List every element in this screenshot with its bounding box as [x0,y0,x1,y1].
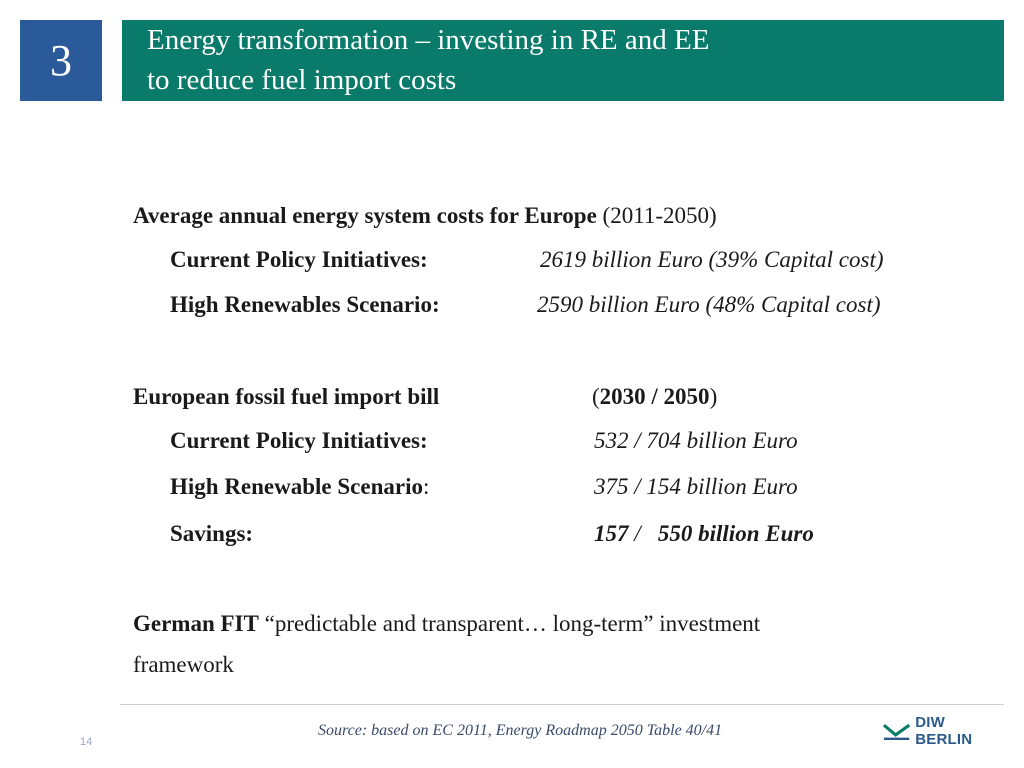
footer-divider [120,704,1004,705]
imports-hrs-label-row: High Renewable Scenario: [170,475,429,498]
savings-2050: 550 billion Euro [657,521,814,546]
savings-separator: / [634,521,641,546]
imports-hrs-label: High Renewable Scenario [170,474,423,499]
costs-period: (2011-2050) [602,203,717,228]
imports-hrs-value: 375 / 154 billion Euro [594,474,798,499]
costs-cpi-value: 2619 billion Euro (39% Capital cost) [540,247,884,272]
slide-title-line-1: Energy transformation – investing in RE … [147,24,710,56]
title-bar: Energy transformation – investing in RE … [122,20,1004,101]
costs-heading-row: Average annual energy system costs for E… [133,204,717,227]
slide-title-line-2: to reduce fuel import costs [147,64,457,96]
imports-cpi-value: 532 / 704 billion Euro [594,428,798,453]
savings-label: Savings: [170,521,254,546]
section-number-box: 3 [20,20,102,101]
imports-cpi-label: Current Policy Initiatives: [170,428,428,453]
fit-bold: German FIT [133,611,259,636]
imports-period: (2030 / 2050) [592,385,717,408]
costs-hrs-label: High Renewables Scenario: [170,292,440,317]
diw-logo-text: DIW BERLIN [915,714,973,748]
imports-hrs-colon: : [423,474,430,499]
section-number: 3 [50,36,72,85]
costs-cpi-label: Current Policy Initiatives: [170,247,428,272]
fit-line-1: German FIT “predictable and transparent…… [133,612,760,635]
costs-hrs-value: 2590 billion Euro (48% Capital cost) [537,292,881,317]
fit-line-2: framework [133,652,234,677]
page-number: 14 [80,736,93,748]
diw-logo-icon [882,723,912,740]
imports-period-years: 2030 / 2050 [599,384,710,409]
imports-period-open: ( [592,384,600,409]
imports-heading: European fossil fuel import bill [133,384,440,409]
fit-quote: “predictable and transparent… long-term”… [264,611,761,636]
savings-value: 157 / 550 billion Euro [594,522,814,545]
diw-logo: DIW BERLIN [882,714,1004,748]
imports-period-close: ) [709,384,718,409]
savings-2030: 157 [594,521,629,546]
source-note: Source: based on EC 2011, Energy Roadmap… [318,722,723,739]
costs-heading: Average annual energy system costs for E… [133,203,597,228]
